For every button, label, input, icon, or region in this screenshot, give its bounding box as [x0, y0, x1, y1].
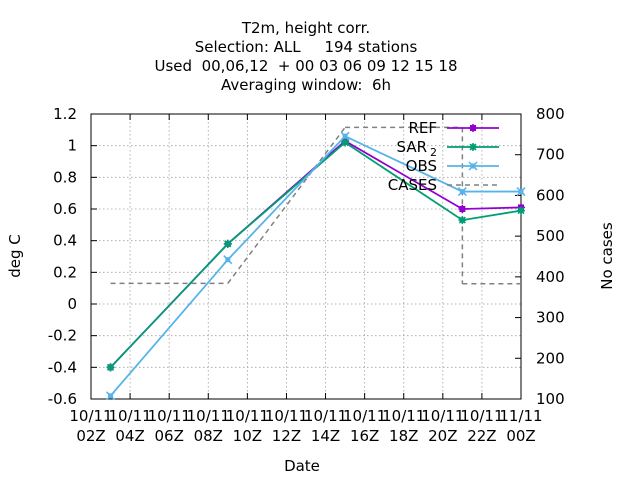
x-tick-label: 06Z	[154, 427, 183, 445]
y2-tick-label: 300	[536, 309, 565, 327]
data-point	[458, 216, 467, 225]
data-point	[106, 391, 116, 401]
x-tick-label: 10Z	[233, 427, 262, 445]
series-cases	[110, 126, 521, 285]
x-tick-label: 20Z	[428, 427, 457, 445]
y-tick-label: 1.2	[53, 105, 77, 123]
data-point	[340, 131, 350, 141]
x-tick-label: 22Z	[467, 427, 496, 445]
legend-label: REF	[408, 119, 437, 137]
y2-tick-label: 600	[536, 186, 565, 204]
y-tick-label: 0.6	[53, 200, 77, 218]
y-tick-label: -0.4	[48, 358, 77, 376]
x-tick-label: 10/11	[108, 407, 151, 425]
title-line-1: T2m, height corr.	[241, 19, 370, 37]
y-tick-label: 0.4	[53, 232, 77, 250]
data-point	[341, 138, 350, 147]
title-line-2: Selection: ALL 194 stations	[195, 38, 418, 56]
y-tick-label: -0.2	[48, 327, 77, 345]
y-axis-label: deg C	[6, 234, 24, 278]
x-tick-label: 10/11	[69, 407, 112, 425]
y2-axis: 100 200 300 400 500 600 700 800	[515, 105, 565, 408]
x-tick-label: 02Z	[76, 427, 105, 445]
y2-tick-label: 800	[536, 105, 565, 123]
data-point	[106, 363, 115, 372]
legend-item-sar: SAR 2	[397, 138, 499, 159]
y-tick-label: -0.6	[48, 390, 77, 408]
y-tick-label: 0.8	[53, 168, 77, 186]
legend-label: CASES	[388, 176, 437, 194]
legend-label: OBS	[406, 157, 437, 175]
x-tick-label: 14Z	[311, 427, 340, 445]
x-tick-label: 10/11	[148, 407, 191, 425]
x-tick-label: 00Z	[506, 427, 535, 445]
x-tick-label: 10/11	[460, 407, 503, 425]
data-point	[469, 143, 477, 151]
data-point	[468, 161, 478, 171]
x-tick-label: 10/11	[265, 407, 308, 425]
x-tick-label: 08Z	[194, 427, 223, 445]
series-sar	[106, 138, 525, 372]
data-point	[223, 239, 232, 248]
y2-axis-label: No cases	[598, 222, 616, 290]
data-point	[457, 187, 467, 197]
x-tick-label: 16Z	[350, 427, 379, 445]
x-tick-label: 12Z	[272, 427, 301, 445]
x-axis-label: Date	[284, 457, 320, 475]
legend-item-obs: OBS	[406, 157, 499, 175]
y-tick-label: 0	[67, 295, 77, 313]
x-tick-label: 04Z	[115, 427, 144, 445]
data-point	[517, 206, 525, 215]
series-line	[109, 135, 521, 397]
y-axis: -0.6 -0.4 -0.2 0 0.2 0.4 0.6 0.8 1 1.2	[48, 105, 97, 408]
legend-item-cases: CASES	[388, 176, 499, 194]
x-tick-label: 18Z	[389, 427, 418, 445]
series-line	[109, 141, 522, 368]
cases-connector	[227, 126, 346, 284]
legend-item-ref: REF	[408, 119, 499, 137]
y-tick-label: 1	[67, 137, 77, 155]
y2-tick-label: 200	[536, 349, 565, 367]
plot-frame	[90, 113, 522, 400]
data-point	[516, 187, 526, 197]
x-axis: 10/1102Z10/1104Z10/1106Z10/1108Z10/1110Z…	[69, 114, 543, 445]
y-tick-label: 0.2	[53, 263, 77, 281]
y2-tick-label: 700	[536, 146, 565, 164]
y2-tick-label: 500	[536, 227, 565, 245]
title-line-4: Averaging window: 6h	[221, 76, 391, 94]
data-point	[223, 255, 233, 265]
x-tick-label: 10/11	[343, 407, 386, 425]
y2-tick-label: 100	[536, 390, 565, 408]
y2-tick-label: 400	[536, 268, 565, 286]
data-point	[469, 124, 477, 132]
x-tick-label: 11/11	[499, 407, 542, 425]
legend-label: SAR 2	[397, 138, 437, 159]
title-line-3: Used 00,06,12 + 00 03 06 09 12 15 18	[155, 57, 458, 75]
x-tick-label: 10/11	[382, 407, 425, 425]
x-tick-label: 10/11	[421, 407, 464, 425]
x-tick-label: 10/11	[304, 407, 347, 425]
x-tick-label: 10/11	[187, 407, 230, 425]
series-obs	[106, 131, 526, 401]
data-point	[458, 205, 467, 213]
x-tick-label: 10/11	[226, 407, 269, 425]
series-line	[109, 139, 522, 368]
chart-title: T2m, height corr.Selection: ALL 194 stat…	[155, 19, 458, 94]
grid	[90, 113, 522, 400]
